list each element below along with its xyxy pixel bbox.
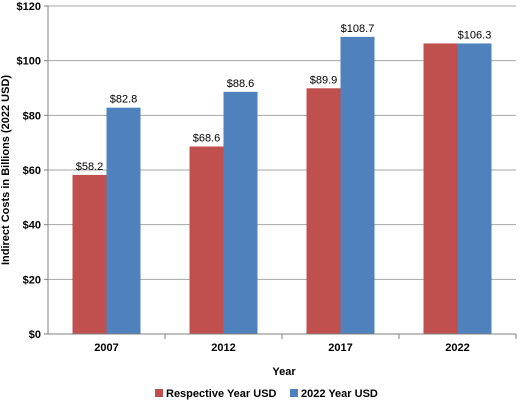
bar	[72, 174, 107, 334]
axes	[44, 5, 517, 339]
x-tick-label: 2007	[94, 342, 118, 354]
y-axis-title: Indirect Costs in Billions (2022 USD)	[0, 75, 12, 265]
bar	[340, 36, 375, 335]
data-label: $108.7	[341, 23, 375, 35]
bar	[306, 88, 341, 334]
y-tick-label: $20	[23, 274, 41, 286]
data-label: $82.8	[110, 94, 138, 106]
y-tick-label: $0	[29, 329, 41, 341]
x-tick-label: 2017	[328, 342, 352, 354]
y-tick-label: $120	[17, 1, 41, 13]
legend-label: Respective Year USD	[166, 388, 277, 400]
data-label: $106.3	[458, 29, 492, 41]
bar	[189, 146, 224, 334]
legend-swatch	[155, 389, 163, 397]
bar	[106, 107, 141, 335]
data-label: $58.2	[76, 161, 104, 173]
data-label: $88.6	[227, 78, 255, 90]
y-tick-label: $100	[17, 56, 41, 68]
bar	[223, 91, 258, 335]
tick-labels: $0 $20 $40 $60 $80 $100 $120 2007 2012 2017 2022	[17, 1, 470, 354]
y-tick-label: $80	[23, 110, 41, 122]
bar	[423, 43, 458, 335]
y-tick-label: $60	[23, 165, 41, 177]
data-label: $68.6	[193, 132, 221, 144]
legend: Respective Year USD 2022 Year USD	[155, 388, 378, 400]
data-labels: $58.2 $82.8 $68.6 $88.6 $89.9 $108.7 $106.3	[76, 23, 492, 173]
x-tick-label: 2012	[211, 342, 235, 354]
bar	[457, 43, 492, 335]
data-label: $89.9	[310, 74, 338, 86]
y-tick-label: $40	[23, 220, 41, 232]
legend-label: 2022 Year USD	[301, 388, 378, 400]
bars	[72, 36, 492, 335]
x-tick-label: 2022	[445, 342, 469, 354]
legend-swatch	[290, 389, 298, 397]
x-axis-title: Year	[272, 366, 296, 378]
